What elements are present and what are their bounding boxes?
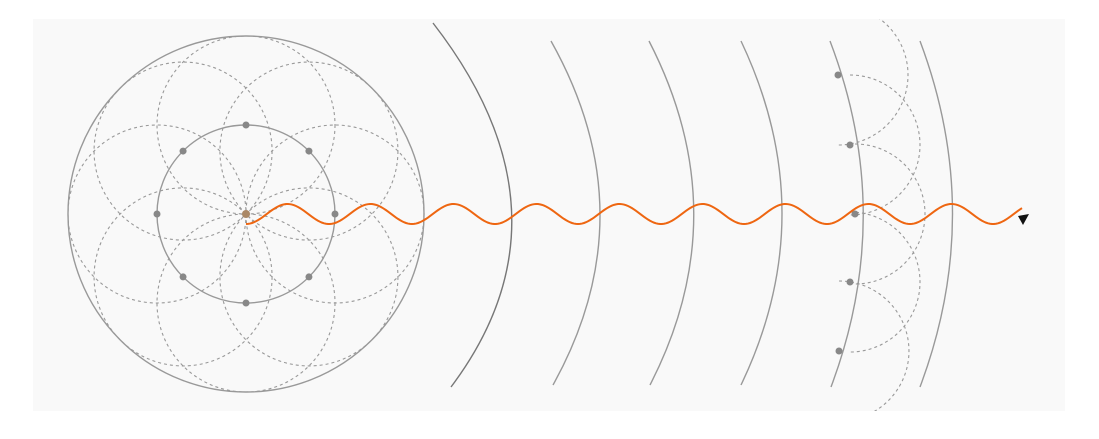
wavelet-source-point [851,210,859,218]
wavefront-arc-6 [919,40,954,388]
secondary-wavelet-arc [854,143,926,285]
panel-background [33,19,1065,411]
wavelet-construction-left [67,35,425,393]
secondary-wavelet-circle [219,61,399,241]
secondary-wavelet-arc [838,280,910,411]
wavelet-source-point [242,121,250,129]
right-wavelet-sources [834,71,859,355]
wavelet-source-point [834,71,842,79]
secondary-wavelet-arc [849,211,921,353]
wavelet-source-point [242,299,250,307]
diagram-panel [33,19,1065,411]
wavefront-arc-4 [740,40,783,386]
wavelet-source-point [331,210,339,218]
left-wavelet-sources [153,121,339,307]
wavelet-source-point [835,347,843,355]
source-point [242,210,250,218]
ray-arrowhead [1018,214,1029,225]
wavefront-arc-1 [432,22,513,388]
secondary-wavelet-circle [93,61,273,241]
secondary-wavelet-circle [219,187,399,367]
wavelet-source-point [846,278,854,286]
secondary-wavelet-arc [837,19,909,146]
secondary-wavelet-circle [156,213,336,393]
wavelet-source-point [305,147,313,155]
wave-ray [245,203,1023,226]
secondary-wavelet-circle [93,187,273,367]
wavelet-source-point [846,141,854,149]
wavefront-arc-3 [648,40,695,386]
wavelet-source-point [305,273,313,281]
wavelet-source-point [179,147,187,155]
wavelet-source-point [153,210,161,218]
huygens-wave-diagram [33,19,1065,411]
wavelet-source-point [179,273,187,281]
